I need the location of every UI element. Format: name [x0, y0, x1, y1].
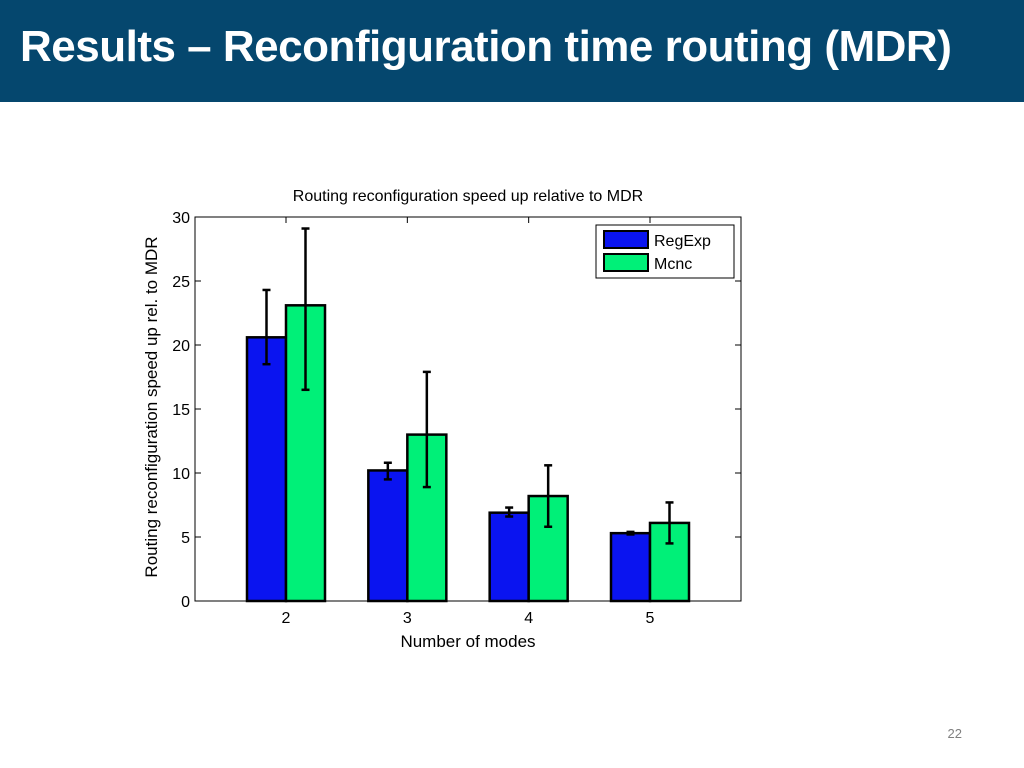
bar-regexp-3	[367, 469, 409, 603]
y-tick-label: 30	[172, 210, 190, 227]
x-axis-label: Number of modes	[400, 632, 535, 651]
bar-regexp-2	[245, 336, 288, 603]
legend-swatch-mcnc	[603, 253, 649, 272]
x-tick-label: 4	[524, 610, 533, 627]
slide-title: Results – Reconfiguration time routing (…	[20, 22, 952, 71]
legend-swatch-regexp	[603, 230, 649, 249]
y-tick-label: 5	[181, 530, 190, 547]
bar-regexp-4	[488, 511, 530, 603]
y-tick-label: 25	[172, 274, 190, 291]
y-tick-label: 15	[172, 402, 190, 419]
y-tick-label: 20	[172, 338, 190, 355]
page-number: 22	[947, 726, 962, 741]
legend-label-regexp: RegExp	[654, 233, 711, 250]
bar-mcnc-4	[527, 494, 569, 603]
legend-label-mcnc: Mcnc	[654, 256, 692, 273]
x-tick-label: 5	[646, 610, 655, 627]
chart-title: Routing reconfiguration speed up relativ…	[293, 188, 643, 205]
y-tick-label: 0	[181, 594, 190, 611]
title-bar: Results – Reconfiguration time routing (…	[0, 0, 1024, 102]
y-axis-label: Routing reconfiguration speed up rel. to…	[142, 236, 161, 577]
x-tick-label: 2	[282, 610, 291, 627]
bar-regexp-5	[609, 531, 652, 603]
y-tick-label: 10	[172, 466, 190, 483]
x-tick-label: 3	[403, 610, 412, 627]
